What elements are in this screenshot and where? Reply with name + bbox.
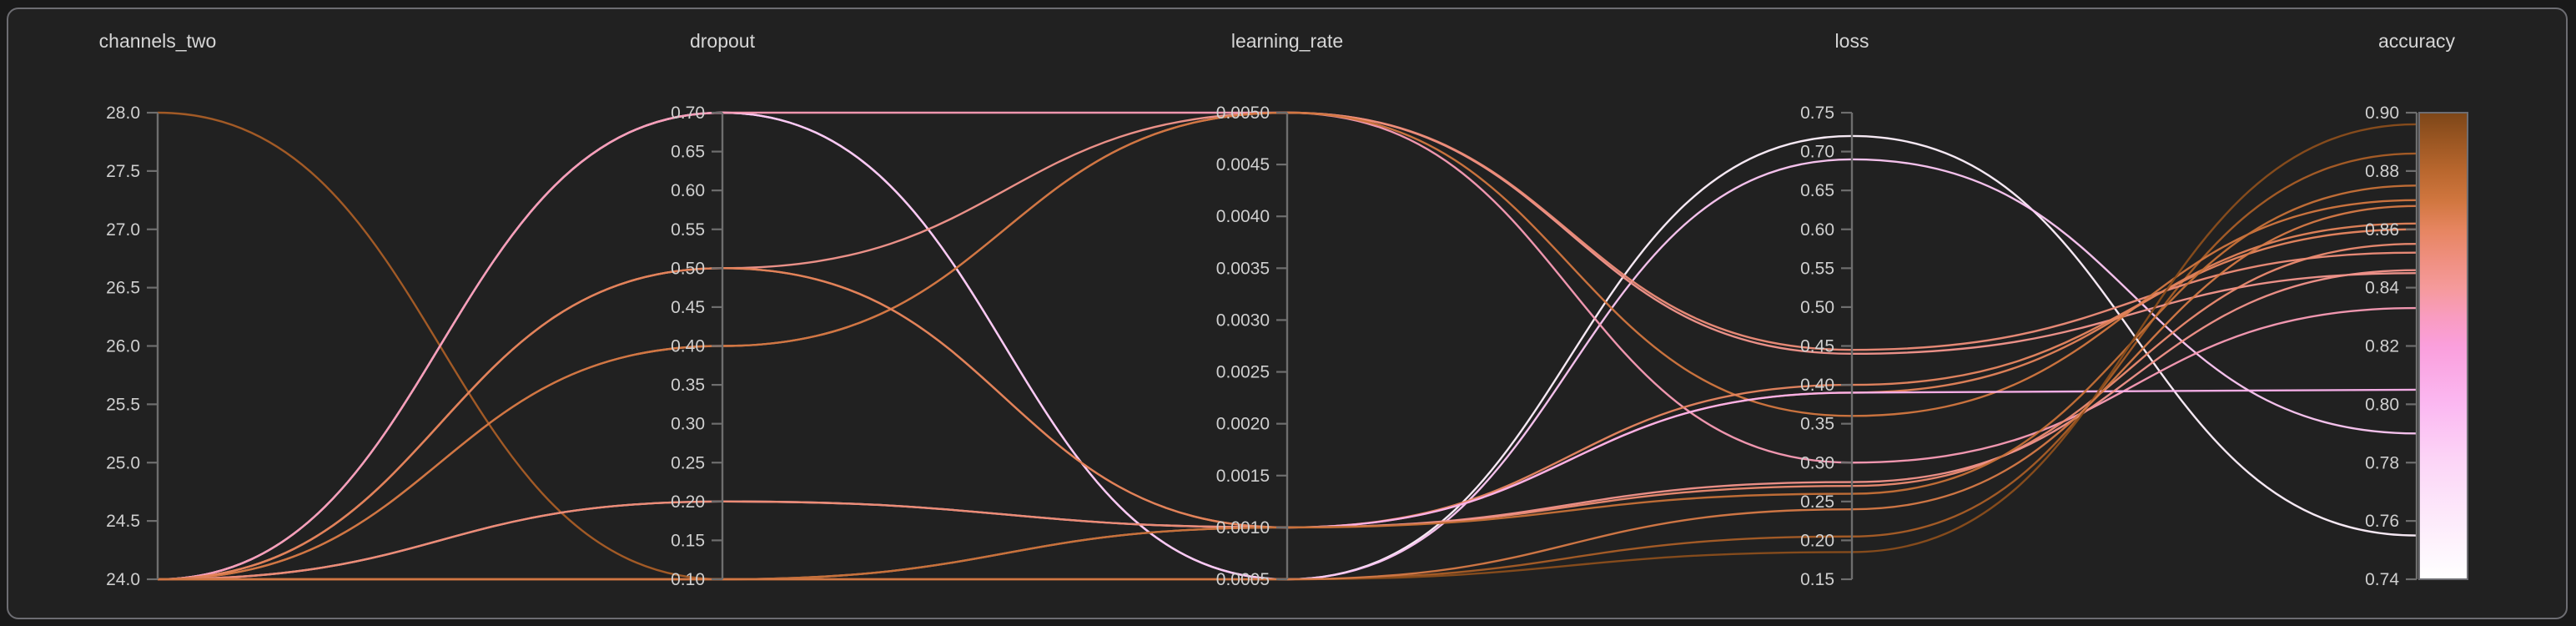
tick-label: 0.0015 [1216,467,1270,486]
tick-label: 0.75 [1800,103,1834,123]
tick-label: 0.65 [1800,181,1834,200]
tick-label: 0.20 [1800,531,1834,550]
tick-label: 0.30 [1800,453,1834,472]
tick-label: 0.55 [1800,259,1834,278]
axis-learning_rate: 0.0050 0.0045 0.0040 0.0035 0.0030 0.0025 0.00… [1216,30,1343,589]
tick-label: 26.0 [106,337,140,356]
tick-label: 0.50 [671,259,705,278]
tick-label: 0.25 [1800,492,1834,512]
tick-label: 0.45 [671,298,705,317]
tick-label: 0.55 [671,220,705,240]
tick-label: 25.0 [106,453,140,472]
tick-label: 0.0030 [1216,310,1270,330]
tick-label: 0.88 [2365,162,2399,181]
tick-label: 0.74 [2365,570,2399,589]
tick-label: 0.10 [671,570,705,589]
axis-channels_two: 28.0 27.5 27.0 26.5 26.0 25.5 25.0 24.5 24.0 chan… [99,30,217,589]
tick-label: 0.70 [671,103,705,123]
tick-label: 27.0 [106,220,140,240]
tick-label: 0.50 [1800,298,1834,317]
tick-label: 24.5 [106,512,140,531]
tick-label: 0.0035 [1216,259,1270,278]
axis-title-loss[interactable]: loss [1835,30,1869,52]
tick-label: 0.60 [671,181,705,200]
tick-label: 0.82 [2365,337,2399,356]
tick-label: 0.70 [1800,143,1834,162]
run-line[interactable] [158,204,2418,581]
tick-label: 0.30 [671,415,705,434]
axis-title-learning_rate[interactable]: learning_rate [1231,30,1343,52]
axis-loss: 0.75 0.70 0.65 0.60 0.55 0.50 0.45 0.40 0.35 0.30… [1800,30,1869,589]
tick-label: 0.0005 [1216,570,1270,589]
tick-label: 0.20 [671,492,705,512]
tick-label: 0.45 [1800,337,1834,356]
tick-label: 0.40 [1800,376,1834,395]
tick-label: 0.0040 [1216,207,1270,226]
tick-label: 0.35 [671,376,705,395]
tick-label: 0.84 [2365,279,2399,298]
parallel-coordinates-chart: 28.0 27.5 27.0 26.5 26.0 25.5 25.0 24.5 24.0 chan… [99,30,2468,589]
tick-label: 0.65 [671,143,705,162]
tick-label: 24.0 [106,570,140,589]
axis-title-channels_two[interactable]: channels_two [99,30,217,52]
tick-label: 0.0045 [1216,155,1270,174]
parallel-coordinates-panel: 28.0 27.5 27.0 26.5 26.0 25.5 25.0 24.5 24.0 chan… [7,8,2568,619]
tick-label: 0.40 [671,337,705,356]
tick-label: 0.35 [1800,415,1834,434]
tick-label: 0.25 [671,453,705,472]
tick-label: 27.5 [106,162,140,181]
run-line[interactable] [157,222,2418,581]
tick-label: 0.90 [2365,103,2399,123]
tick-label: 0.15 [1800,570,1834,589]
tick-label: 0.60 [1800,220,1834,240]
tick-label: 28.0 [106,103,140,123]
axis-title-dropout[interactable]: dropout [690,30,756,52]
axis-accuracy: 0.90 0.88 0.86 0.84 0.82 0.80 0.78 0.76 0.74 accu… [2365,30,2455,589]
tick-label: 0.0025 [1216,363,1270,382]
tick-label: 26.5 [106,279,140,298]
tick-label: 0.15 [671,531,705,550]
tick-label: 0.76 [2365,512,2399,531]
axis-dropout: 0.70 0.65 0.60 0.55 0.50 0.45 0.40 0.35 0.30 0.25… [671,30,755,589]
tick-label: 0.0050 [1216,103,1270,123]
tick-label: 0.86 [2365,220,2399,240]
tick-label: 0.78 [2365,453,2399,472]
tick-label: 0.0010 [1216,518,1270,538]
tick-label: 0.80 [2365,395,2399,414]
axis-title-accuracy[interactable]: accuracy [2378,30,2456,52]
accuracy-colorbar [2418,112,2468,580]
tick-label: 25.5 [106,395,140,414]
tick-label: 0.0020 [1216,415,1270,434]
